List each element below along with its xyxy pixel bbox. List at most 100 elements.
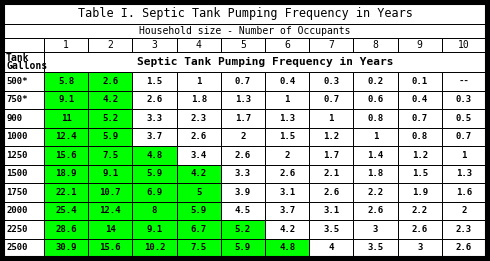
Bar <box>442 72 486 91</box>
Bar <box>309 91 353 109</box>
Bar <box>4 164 44 183</box>
Bar <box>176 72 221 91</box>
Text: 0.4: 0.4 <box>279 77 295 86</box>
Bar <box>309 38 353 52</box>
Text: 2.6: 2.6 <box>279 169 295 178</box>
Text: 0.3: 0.3 <box>323 77 340 86</box>
Bar <box>4 72 44 91</box>
Text: 7: 7 <box>328 40 334 50</box>
Text: 5.9: 5.9 <box>147 169 163 178</box>
Bar <box>132 183 176 201</box>
Bar <box>353 239 397 257</box>
Bar <box>442 164 486 183</box>
Text: 2.6: 2.6 <box>102 77 119 86</box>
Text: 3.4: 3.4 <box>191 151 207 160</box>
Text: 2.3: 2.3 <box>456 225 472 234</box>
Text: 18.9: 18.9 <box>55 169 77 178</box>
Text: --: -- <box>459 77 469 86</box>
Bar <box>88 38 132 52</box>
Text: 0.6: 0.6 <box>368 95 384 104</box>
Text: 8: 8 <box>372 40 378 50</box>
Text: Table I. Septic Tank Pumping Frequency in Years: Table I. Septic Tank Pumping Frequency i… <box>77 8 413 21</box>
Text: 3.3: 3.3 <box>235 169 251 178</box>
Bar <box>176 201 221 220</box>
Bar <box>88 91 132 109</box>
Bar <box>265 220 309 239</box>
Bar <box>221 38 265 52</box>
Text: 7.5: 7.5 <box>102 151 119 160</box>
Bar <box>309 183 353 201</box>
Bar <box>88 220 132 239</box>
Text: 5.9: 5.9 <box>102 132 119 141</box>
Text: 1: 1 <box>329 114 334 123</box>
Bar <box>397 239 442 257</box>
Bar <box>397 72 442 91</box>
Text: 1.5: 1.5 <box>279 132 295 141</box>
Bar <box>44 201 88 220</box>
Bar <box>4 128 44 146</box>
Text: 15.6: 15.6 <box>99 243 121 252</box>
Text: 25.4: 25.4 <box>55 206 77 215</box>
Bar <box>88 146 132 164</box>
Bar <box>353 38 397 52</box>
Bar <box>353 164 397 183</box>
Text: 4.2: 4.2 <box>279 225 295 234</box>
Text: 5.8: 5.8 <box>58 77 74 86</box>
Text: 10.2: 10.2 <box>144 243 165 252</box>
Bar <box>309 146 353 164</box>
Bar <box>265 164 309 183</box>
Text: 15.6: 15.6 <box>55 151 77 160</box>
Bar <box>4 109 44 128</box>
Bar <box>88 72 132 91</box>
Text: Tank: Tank <box>6 53 29 63</box>
Bar <box>44 109 88 128</box>
Bar <box>309 201 353 220</box>
Bar <box>265 72 309 91</box>
Bar <box>442 91 486 109</box>
Bar <box>132 109 176 128</box>
Bar <box>4 52 44 72</box>
Bar <box>132 128 176 146</box>
Bar <box>442 239 486 257</box>
Text: 7.5: 7.5 <box>191 243 207 252</box>
Text: 3.1: 3.1 <box>279 188 295 197</box>
Bar <box>309 109 353 128</box>
Bar <box>353 183 397 201</box>
Text: 0.1: 0.1 <box>412 77 428 86</box>
Text: 2: 2 <box>240 132 245 141</box>
Text: 6.7: 6.7 <box>191 225 207 234</box>
Bar <box>176 220 221 239</box>
Text: 2.3: 2.3 <box>191 114 207 123</box>
Text: 1.7: 1.7 <box>235 114 251 123</box>
Text: 2.2: 2.2 <box>412 206 428 215</box>
Text: 0.8: 0.8 <box>412 132 428 141</box>
Text: 1500: 1500 <box>6 169 27 178</box>
Text: 9: 9 <box>417 40 423 50</box>
Text: 500*: 500* <box>6 77 27 86</box>
Bar <box>132 239 176 257</box>
Text: 10.7: 10.7 <box>99 188 121 197</box>
Bar <box>353 72 397 91</box>
Text: 3: 3 <box>417 243 422 252</box>
Text: 2.6: 2.6 <box>368 206 384 215</box>
Text: 2: 2 <box>107 40 113 50</box>
Text: 1750: 1750 <box>6 188 27 197</box>
Text: 900: 900 <box>6 114 22 123</box>
Bar <box>309 220 353 239</box>
Bar <box>353 201 397 220</box>
Bar <box>353 128 397 146</box>
Text: 0.7: 0.7 <box>412 114 428 123</box>
Text: 3: 3 <box>373 225 378 234</box>
Text: 4.8: 4.8 <box>147 151 163 160</box>
Text: 3.9: 3.9 <box>235 188 251 197</box>
Text: 6.9: 6.9 <box>147 188 163 197</box>
Bar <box>44 183 88 201</box>
Bar <box>442 128 486 146</box>
Bar <box>132 38 176 52</box>
Text: 1.3: 1.3 <box>456 169 472 178</box>
Bar <box>397 128 442 146</box>
Text: 2.1: 2.1 <box>323 169 340 178</box>
Text: 0.5: 0.5 <box>456 114 472 123</box>
Bar <box>353 220 397 239</box>
Text: 2: 2 <box>461 206 466 215</box>
